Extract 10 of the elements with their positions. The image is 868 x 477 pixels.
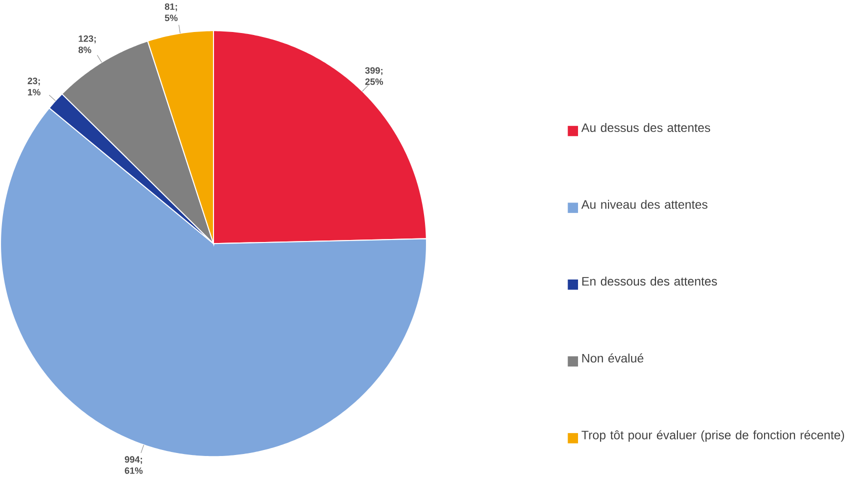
data-label: 23; 1% [28,78,40,96]
data-label: 123; 8% [78,35,96,53]
legend-label: En dessous des attentes [582,276,717,286]
legend-label: Trop tôt pour évaluer (prise de fonction récente) [582,430,844,442]
legend-label: Au niveau des attentes [581,200,708,209]
legend-label: Au dessus des attentes [581,122,710,132]
data-label: 994; 61% [124,456,143,474]
legend-label: Non évalué [582,353,644,362]
data-label: 399; 25% [365,67,384,85]
data-label: 81; 5% [164,3,178,21]
